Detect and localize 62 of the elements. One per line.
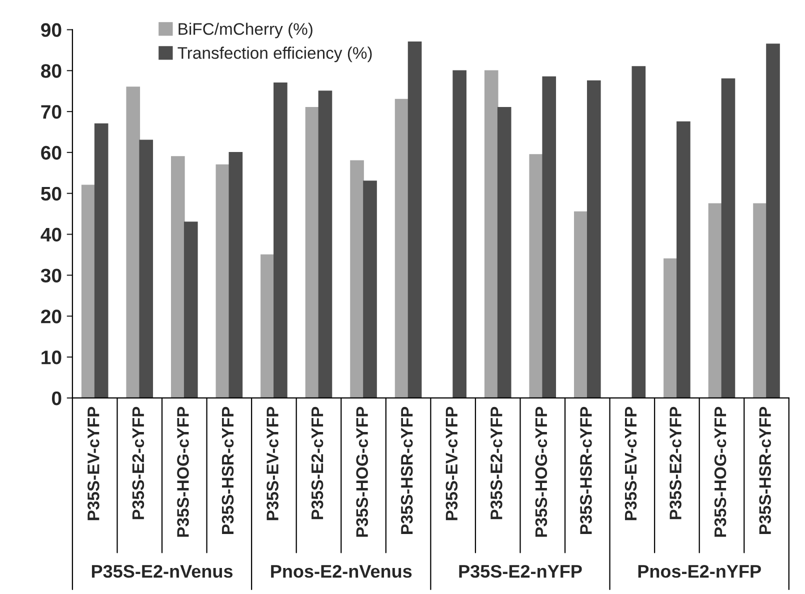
bar: [542, 76, 556, 398]
y-tick-label: 20: [41, 310, 62, 324]
bar: [664, 258, 678, 398]
x-tick-label: P35S-EV-cYFP: [624, 406, 637, 520]
bar: [350, 160, 364, 398]
bar: [94, 123, 108, 398]
bar: [274, 82, 288, 398]
x-tick-label: P35S-E2-cYFP: [132, 406, 144, 520]
bar: [497, 107, 512, 398]
bar: [452, 70, 466, 398]
y-tick-label: 80: [41, 64, 62, 78]
bar: [184, 222, 198, 398]
bar: [708, 203, 722, 398]
x-tick-label: P35S-HOG-cYFP: [535, 406, 548, 537]
x-tick-label: P35S-EV-cYFP: [88, 406, 100, 520]
bar: [260, 254, 274, 398]
bar: [766, 44, 780, 398]
bar: [484, 70, 498, 398]
legend-label: Transfection efficiency (%): [178, 46, 372, 62]
bar: [305, 107, 320, 398]
x-tick-label: P35S-HSR-cYFP: [759, 406, 772, 534]
y-tick-label: 30: [40, 268, 62, 282]
y-tick-label: 60: [41, 146, 62, 160]
bar: [586, 80, 601, 398]
x-tick-label: P35S-HOG-cYFP: [714, 406, 726, 537]
bar: [81, 184, 96, 398]
text: Pnos-E2-nYFP: [638, 564, 761, 578]
x-tick-label: P35S-E2-cYFP: [311, 406, 324, 520]
y-tick-label: 0: [52, 391, 62, 406]
y-tick-label: 40: [40, 228, 62, 242]
x-tick-label: P35S-EV-cYFP: [446, 406, 458, 520]
bar: [170, 156, 185, 398]
bar: [394, 98, 409, 398]
bar: [363, 180, 377, 398]
x-tick-label: P35S-EV-cYFP: [266, 406, 278, 520]
x-tick-label: P35S-HSR-cYFP: [400, 406, 413, 534]
text: P35S-E2-nYFP: [459, 564, 582, 578]
bar: [574, 211, 588, 398]
bar: [228, 152, 243, 398]
bar: [632, 66, 646, 398]
text: P35S-E2-nVenus: [92, 564, 233, 578]
x-tick-label: P35S-HSR-cYFP: [580, 406, 592, 534]
y-tick-label: 70: [41, 105, 62, 119]
y-tick-label: 90: [41, 23, 62, 37]
bar: [529, 154, 544, 398]
bar: [408, 42, 422, 398]
bar: [753, 203, 767, 398]
y-tick-label: 50: [41, 186, 62, 201]
text: Pnos-E2-nVenus: [271, 564, 412, 578]
bar: [318, 90, 332, 398]
x-tick-label: P35S-HSR-cYFP: [222, 406, 234, 534]
bar: [216, 164, 230, 398]
x-tick-label: P35S-E2-cYFP: [490, 406, 502, 520]
x-tick-label: P35S-HOG-cYFP: [356, 406, 368, 537]
bar: [139, 140, 154, 398]
y-tick-label: 10: [42, 350, 62, 364]
bar: [676, 121, 690, 398]
x-tick-label: P35S-HOG-cYFP: [177, 406, 189, 537]
bar: [126, 86, 140, 398]
legend-label: BiFC/mCherry (%): [178, 22, 312, 38]
x-tick-label: P35S-E2-cYFP: [670, 406, 682, 520]
bar: [721, 78, 736, 398]
